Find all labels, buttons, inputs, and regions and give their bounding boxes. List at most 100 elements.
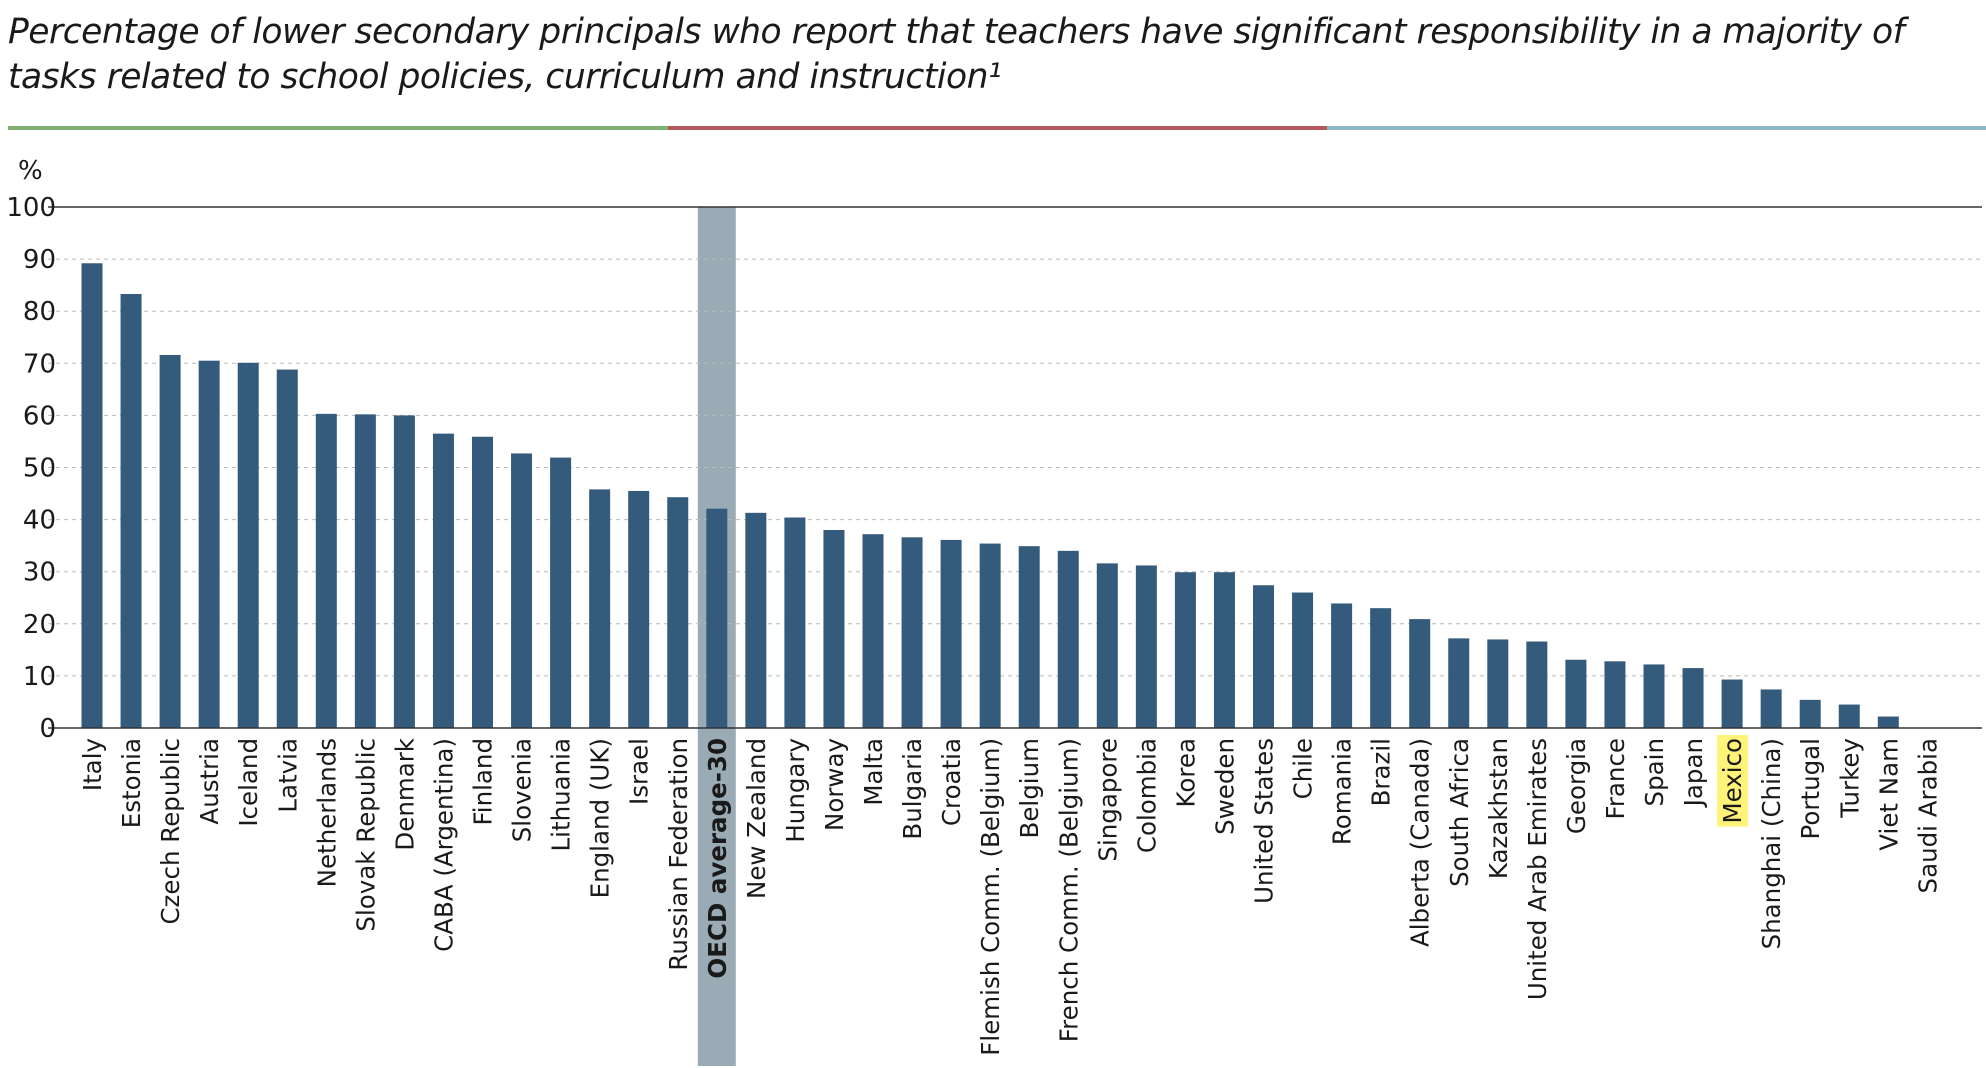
x-tick-label: Brazil <box>1367 738 1396 806</box>
x-tick-label-group: French Comm. (Belgium) <box>1054 738 1083 1042</box>
x-tick-label-group: Viet Nam <box>1874 738 1903 851</box>
x-tick-label-group: Norway <box>820 738 849 831</box>
x-tick-label: Flemish Comm. (Belgium) <box>976 738 1005 1056</box>
x-tick-label: Latvia <box>273 738 302 813</box>
bar <box>1448 638 1470 728</box>
x-tick-label-group: Lithuania <box>547 738 576 851</box>
bar <box>979 543 1001 728</box>
x-tick-label-group: Romania <box>1328 738 1357 845</box>
bar <box>1799 699 1821 728</box>
x-tick-label: French Comm. (Belgium) <box>1054 738 1083 1042</box>
x-tick-label: Hungary <box>781 738 810 843</box>
bar <box>862 534 884 728</box>
x-tick-label: Croatia <box>937 738 966 826</box>
bar <box>1409 619 1431 728</box>
bar <box>1760 689 1782 728</box>
x-tick-label: Bulgaria <box>898 738 927 840</box>
x-tick-label-group: Shanghai (China) <box>1757 738 1786 949</box>
bar <box>1838 704 1860 728</box>
x-tick-label: Estonia <box>117 738 146 828</box>
bar <box>198 360 220 728</box>
bar <box>940 539 962 728</box>
x-tick-label-group: New Zealand <box>742 738 771 899</box>
bar <box>120 294 142 728</box>
x-tick-label-group: Mexico <box>1717 735 1749 827</box>
y-tick-label: 0 <box>39 714 56 744</box>
y-tick-label: 40 <box>23 506 56 536</box>
bar <box>81 263 103 728</box>
bar <box>1135 565 1157 728</box>
bar <box>1057 550 1079 728</box>
y-tick-label: 60 <box>23 401 56 431</box>
x-tick-label-group: Iceland <box>234 738 263 827</box>
x-tick-label: Denmark <box>390 737 419 850</box>
x-tick-label-group: Austria <box>195 738 224 825</box>
bar <box>1643 664 1665 728</box>
gridline-layer <box>48 206 1982 677</box>
bar <box>315 413 337 728</box>
y-tick-label: 10 <box>23 662 56 692</box>
bar <box>1370 608 1392 728</box>
x-tick-label-group: Spain <box>1640 738 1669 806</box>
bar <box>393 415 415 728</box>
x-tick-label: Shanghai (China) <box>1757 738 1786 949</box>
x-tick-label: Romania <box>1328 738 1357 845</box>
bar-chart: % 0 10 20 30 40 50 60 70 80 90 100 Italy Estonia Czec… <box>6 156 1982 1066</box>
y-tick-label: 80 <box>23 297 56 327</box>
bar <box>784 517 806 728</box>
x-tick-label-group: Estonia <box>117 738 146 828</box>
bar <box>823 530 845 728</box>
x-tick-label: Czech Republic <box>156 738 185 925</box>
x-tick-label: Belgium <box>1015 738 1044 838</box>
bar <box>628 490 650 728</box>
x-tick-label-group: United Arab Emirates <box>1523 738 1552 1000</box>
bar <box>706 508 728 728</box>
x-tick-label: Kazakhstan <box>1484 738 1513 879</box>
x-tick-label: Iceland <box>234 738 263 827</box>
bar <box>1682 668 1704 728</box>
x-tick-label: England (UK) <box>586 738 615 898</box>
x-tick-label-group: Israel <box>625 738 654 805</box>
x-tick-label-group: Flemish Comm. (Belgium) <box>976 738 1005 1056</box>
bar <box>1213 572 1235 728</box>
bar <box>276 369 298 728</box>
x-tick-label-group: Slovenia <box>508 738 537 842</box>
x-tick-label-group: Italy <box>78 738 107 791</box>
x-tick-label-group: CABA (Argentina) <box>429 738 458 952</box>
y-tick-label: 30 <box>23 558 56 588</box>
bar <box>432 433 454 728</box>
x-tick-label-group: Czech Republic <box>156 738 185 925</box>
x-tick-label: Singapore <box>1093 738 1122 862</box>
section-rule-red <box>668 126 1327 130</box>
x-tick-label: United Arab Emirates <box>1523 738 1552 1000</box>
x-tick-label-group: Denmark <box>390 737 419 850</box>
bar <box>550 457 572 728</box>
bar <box>1018 546 1040 728</box>
x-tick-label: Colombia <box>1132 738 1161 853</box>
x-tick-label: Russian Federation <box>664 738 693 971</box>
y-tick-label: 20 <box>23 610 56 640</box>
x-tick-label: France <box>1601 738 1630 819</box>
x-tick-label: Norway <box>820 738 849 831</box>
x-tick-label-group: France <box>1601 738 1630 819</box>
bar <box>237 362 259 728</box>
y-axis-unit-label: % <box>18 156 43 186</box>
x-tick-label-group: Saudi Arabia <box>1913 738 1942 893</box>
x-tick-label: South Africa <box>1445 738 1474 887</box>
x-tick-label-group: Belgium <box>1015 738 1044 838</box>
bar <box>1604 661 1626 728</box>
x-tick-label-group: Russian Federation <box>664 738 693 971</box>
x-tick-label: Viet Nam <box>1874 738 1903 851</box>
bar <box>1331 603 1353 728</box>
x-tick-label: Chile <box>1289 738 1318 799</box>
bar <box>159 354 181 728</box>
x-tick-label-group: Hungary <box>781 738 810 843</box>
bar <box>1096 563 1118 728</box>
bar <box>1174 572 1196 728</box>
x-tick-label-group: Finland <box>469 738 498 826</box>
bar <box>901 537 923 728</box>
x-tick-label-group: Sweden <box>1210 738 1239 835</box>
x-tick-label-group: Portugal <box>1796 738 1825 839</box>
x-tick-label-group: Colombia <box>1132 738 1161 853</box>
bar <box>667 497 689 728</box>
